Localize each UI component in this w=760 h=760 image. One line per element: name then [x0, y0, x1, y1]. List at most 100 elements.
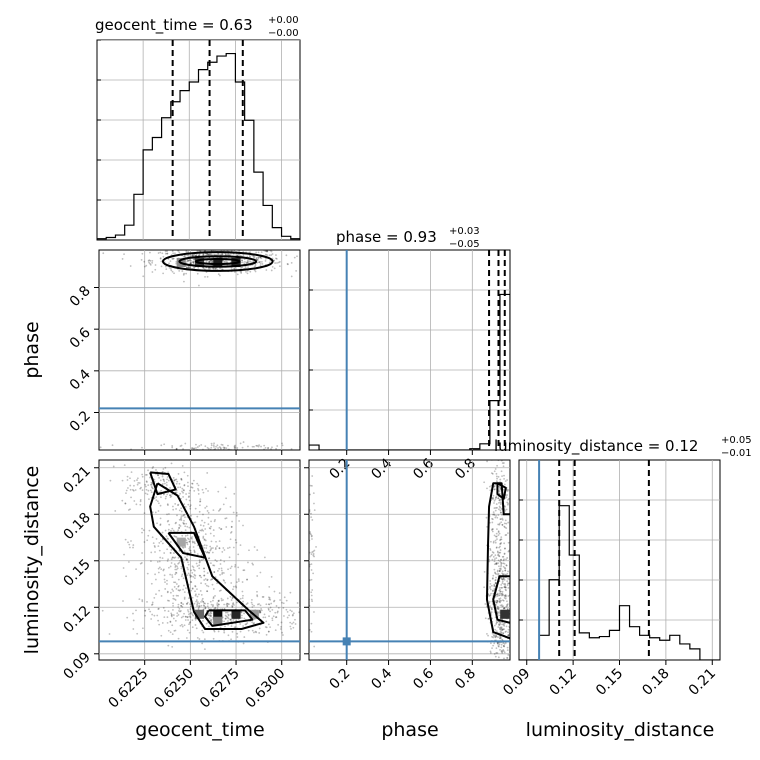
- sample-point: [502, 607, 505, 610]
- sample-point: [496, 528, 498, 531]
- sample-point: [224, 617, 227, 620]
- sample-point: [254, 263, 257, 266]
- sample-point: [147, 534, 150, 537]
- sample-point: [218, 547, 221, 549]
- sample-point: [497, 562, 500, 565]
- sample-point: [186, 543, 189, 546]
- sample-point: [165, 484, 168, 486]
- sample-point: [267, 603, 270, 606]
- sample-point: [282, 634, 284, 636]
- sample-point: [183, 503, 186, 506]
- sample-point: [219, 446, 222, 449]
- sample-point: [225, 603, 228, 606]
- sample-point: [494, 636, 497, 639]
- sample-point: [487, 618, 490, 620]
- sample-point: [289, 621, 292, 624]
- sample-point: [233, 492, 236, 495]
- sample-point: [170, 462, 173, 465]
- panel-phase-vs-geocent-time: [98, 249, 301, 451]
- sample-point: [257, 251, 260, 254]
- sample-point: [201, 248, 203, 250]
- sample-point: [492, 518, 494, 521]
- sample-point: [218, 449, 221, 450]
- sample-point: [492, 541, 495, 544]
- sample-point: [499, 577, 502, 579]
- sample-point: [210, 548, 212, 551]
- sample-point: [240, 611, 243, 613]
- sample-point: [506, 501, 509, 504]
- sample-point: [192, 247, 194, 249]
- sample-point: [492, 590, 494, 593]
- sample-point: [262, 616, 265, 619]
- panel-ld-vs-geocent-time: [98, 459, 301, 661]
- sample-point: [177, 473, 180, 475]
- sample-point: [190, 612, 193, 614]
- sample-point: [182, 546, 185, 549]
- sample-point: [258, 611, 261, 614]
- sample-point: [503, 558, 505, 561]
- sample-point: [167, 504, 169, 507]
- sample-point: [199, 250, 202, 252]
- sample-point: [186, 602, 188, 605]
- sample-point: [501, 582, 504, 585]
- sample-point: [496, 600, 499, 602]
- sample-point: [226, 597, 229, 600]
- sample-point: [188, 631, 191, 634]
- sample-point: [163, 482, 166, 485]
- sample-point: [147, 489, 150, 492]
- sample-point: [203, 539, 206, 541]
- sample-point: [157, 571, 160, 574]
- sample-point: [241, 261, 244, 264]
- sample-point: [168, 262, 170, 265]
- sample-point: [493, 484, 496, 487]
- sample-point: [209, 454, 211, 456]
- sample-point: [304, 445, 306, 447]
- sample-point: [498, 597, 501, 600]
- sample-point: [188, 538, 190, 541]
- sample-point: [508, 578, 510, 581]
- sample-point: [261, 263, 264, 265]
- sample-point: [229, 567, 232, 570]
- sample-point: [188, 526, 191, 529]
- sample-point: [211, 450, 213, 452]
- sample-point: [495, 593, 498, 596]
- sample-point: [164, 588, 167, 590]
- sample-point: [167, 471, 170, 474]
- sample-point: [332, 622, 334, 624]
- sample-point: [205, 252, 208, 255]
- sample-point: [500, 578, 503, 581]
- sample-point: [502, 593, 504, 596]
- sample-point: [489, 547, 492, 550]
- sample-point: [186, 601, 189, 604]
- sample-point: [490, 584, 493, 587]
- sample-point: [501, 578, 504, 581]
- sample-point: [511, 612, 513, 614]
- sample-point: [202, 267, 205, 270]
- sample-point: [509, 663, 511, 665]
- sample-point: [504, 584, 507, 587]
- sample-point: [233, 445, 236, 448]
- sample-point: [282, 606, 285, 609]
- sample-point: [196, 272, 199, 275]
- sample-point: [492, 497, 495, 499]
- sample-point: [231, 452, 233, 454]
- sample-point: [498, 592, 501, 595]
- sample-point: [503, 583, 505, 585]
- sample-point: [136, 477, 139, 480]
- sample-point: [491, 608, 493, 610]
- sample-point: [214, 267, 216, 270]
- sample-point: [230, 531, 233, 533]
- sample-point: [167, 644, 170, 647]
- sample-point: [198, 602, 201, 605]
- sample-point: [171, 270, 174, 273]
- sample-point: [267, 630, 270, 633]
- sample-point: [504, 505, 506, 508]
- sample-point: [500, 562, 503, 565]
- sample-point: [491, 558, 494, 561]
- sample-point: [495, 599, 498, 602]
- sample-point: [132, 546, 134, 549]
- sample-point: [125, 575, 128, 578]
- sample-point: [510, 614, 512, 616]
- sample-point: [174, 556, 177, 559]
